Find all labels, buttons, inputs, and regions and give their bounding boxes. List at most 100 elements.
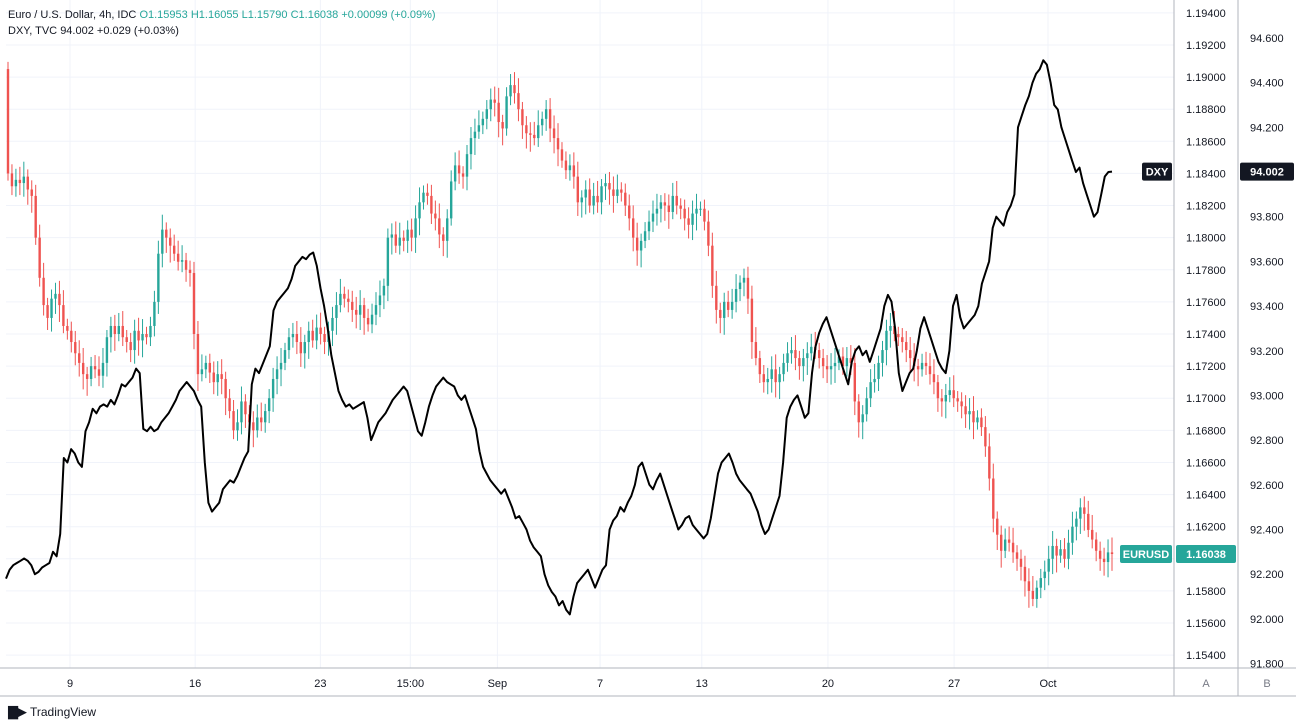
candle-body xyxy=(659,202,663,209)
candle-body xyxy=(299,342,303,354)
candle-body xyxy=(469,138,473,155)
candle-body xyxy=(62,305,65,326)
time-axis[interactable]: 9 16 23 15:00 Sep 7 13 20 27 Oct xyxy=(67,678,1057,690)
candle-body xyxy=(699,208,702,210)
candle-body xyxy=(521,109,524,126)
dxy-price-bg xyxy=(1240,162,1294,181)
candle-body xyxy=(161,229,164,254)
candle-body xyxy=(612,189,615,196)
candle-body xyxy=(865,398,868,415)
candle-body xyxy=(564,160,568,171)
legend-eurusd-high: H1.16055 xyxy=(190,9,239,21)
candle-body xyxy=(770,369,773,379)
candle-body xyxy=(533,134,536,139)
candle-body xyxy=(596,195,599,203)
axis-a-tick-label: 1.17400 xyxy=(1186,329,1226,341)
candle-body xyxy=(287,337,291,351)
candle-body xyxy=(394,234,397,246)
candle-body xyxy=(667,205,671,212)
candle-body xyxy=(643,231,647,241)
candle-body xyxy=(988,446,991,479)
chart-frame xyxy=(0,0,1296,697)
time-tick-label: 20 xyxy=(822,678,834,690)
candle-body xyxy=(1023,566,1027,582)
time-tick-label: 9 xyxy=(67,678,73,690)
candle-body xyxy=(457,165,461,174)
candle-body xyxy=(584,189,587,198)
candle-body xyxy=(1083,507,1086,514)
candle-body xyxy=(414,218,417,238)
candle-body xyxy=(928,366,932,375)
candle-body xyxy=(200,369,204,375)
price-axis-eurusd[interactable]: 1.19400 1.19200 1.19000 1.18800 1.18600 1.184… xyxy=(1186,8,1226,690)
candle-body xyxy=(303,342,306,354)
chart-grid xyxy=(6,0,1174,668)
axis-a-tick-label: 1.15400 xyxy=(1186,650,1226,662)
axis-b-tick-label: 94.600 xyxy=(1250,33,1284,45)
candle-body xyxy=(453,165,457,182)
legend-dxy-symbol[interactable]: DXY, TVC xyxy=(8,25,58,37)
candle-body xyxy=(54,293,57,299)
candle-body xyxy=(117,325,120,334)
candle-body xyxy=(473,131,477,139)
candle-body xyxy=(730,301,734,310)
eurusd-tag-bg xyxy=(1120,544,1172,563)
dxy-tag-label: DXY xyxy=(1146,167,1169,179)
candle-body xyxy=(829,366,833,370)
scale-button-a[interactable]: A xyxy=(1202,678,1210,690)
candle-body xyxy=(1094,539,1098,551)
axis-b-tick-label: 92.200 xyxy=(1250,569,1284,581)
candle-body xyxy=(1007,539,1011,543)
candle-body xyxy=(6,69,10,174)
candle-body xyxy=(335,305,338,318)
candle-body xyxy=(501,122,504,129)
candle-body xyxy=(1055,545,1058,556)
candle-body xyxy=(734,289,738,302)
axis-a-tick-label: 1.16600 xyxy=(1186,457,1226,469)
legend-eurusd-symbol[interactable]: Euro / U.S. Dollar, 4h, IDC xyxy=(8,9,137,21)
candle-body xyxy=(608,183,611,190)
candle-body xyxy=(1102,558,1106,563)
candle-body xyxy=(715,285,718,310)
candle-body xyxy=(42,277,45,306)
candle-body xyxy=(1003,539,1007,551)
candle-body xyxy=(600,186,603,203)
candle-body xyxy=(252,422,255,431)
candle-body xyxy=(948,390,951,396)
candle-body xyxy=(517,93,520,110)
candle-body xyxy=(663,202,667,206)
time-tick-label: Sep xyxy=(488,678,508,690)
time-tick-label: 16 xyxy=(189,678,201,690)
price-axis-dxy[interactable]: 94.60094.40094.20094.00093.80093.60093.4… xyxy=(1250,33,1284,690)
candle-body xyxy=(687,218,690,225)
candle-body xyxy=(952,390,955,399)
eurusd-tag-label: EURUSD xyxy=(1123,549,1170,561)
axis-a-tick-label: 1.16200 xyxy=(1186,522,1226,534)
dxy-tag-bg xyxy=(1142,162,1172,181)
legend-eurusd-change: +0.00099 (+0.09%) xyxy=(341,9,436,21)
candle-body xyxy=(1043,571,1046,579)
candle-body xyxy=(410,229,413,238)
candle-body xyxy=(192,272,196,334)
candle-body xyxy=(525,125,528,134)
candle-body xyxy=(628,205,631,219)
candle-body xyxy=(311,330,314,341)
candle-body xyxy=(1067,542,1070,559)
candle-body xyxy=(956,398,959,402)
candle-body xyxy=(390,234,394,238)
candle-body xyxy=(778,374,781,383)
candle-body xyxy=(1015,552,1019,559)
candle-body xyxy=(707,221,710,246)
candle-body xyxy=(980,417,983,428)
candle-body xyxy=(635,237,639,251)
candle-body xyxy=(738,282,742,290)
candle-body xyxy=(679,205,682,209)
candle-body xyxy=(624,192,627,206)
candle-body xyxy=(358,305,362,315)
candle-body xyxy=(89,366,93,379)
candle-body xyxy=(869,382,872,399)
scale-button-b[interactable]: B xyxy=(1263,678,1270,690)
candle-body xyxy=(493,99,496,103)
candle-body xyxy=(576,176,580,203)
